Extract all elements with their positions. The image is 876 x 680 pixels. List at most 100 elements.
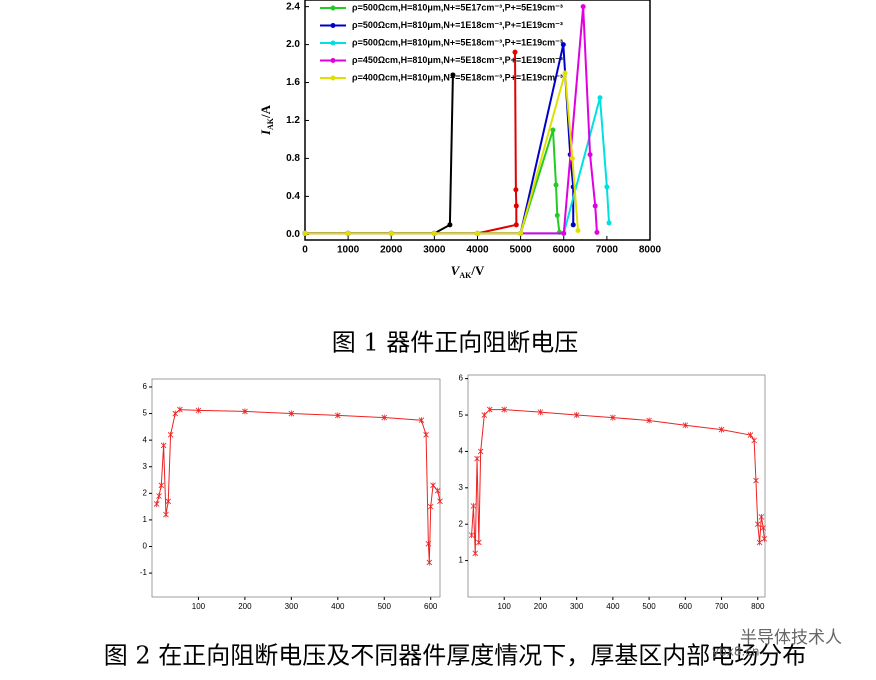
x-tick-label: 4000 [466, 245, 489, 256]
data-point [450, 72, 456, 78]
data-point [573, 412, 580, 419]
x-tick-label: 8000 [639, 245, 662, 256]
x-tick-label: 800 [751, 602, 765, 611]
x-tick-label: 600 [679, 602, 693, 611]
label-sub: AK [266, 117, 275, 130]
data-point [513, 222, 519, 228]
data-point [165, 498, 172, 505]
data-point [606, 220, 612, 226]
y-tick-label: 2.0 [286, 39, 300, 50]
y-tick-label: 0.8 [286, 153, 300, 164]
data-point [553, 182, 559, 188]
plot-frame [467, 374, 766, 598]
data-point [486, 406, 493, 413]
data-point [158, 482, 165, 489]
y-tick-label: 3 [459, 483, 464, 492]
figure-caption: 图 1 器件正向阻断电压 [332, 329, 579, 357]
data-point [474, 455, 480, 462]
x-tick-label: 500 [378, 602, 392, 611]
x-tick-label: 200 [238, 602, 252, 611]
y-tick-label: 4 [143, 435, 148, 444]
data-point [431, 230, 437, 236]
data-point [597, 95, 603, 101]
data-point [345, 230, 351, 236]
data-point [561, 230, 567, 236]
watermark: 半导体技术人 [740, 628, 842, 648]
y-tick-label: 1.2 [286, 115, 300, 126]
data-point [575, 228, 581, 234]
data-point [425, 540, 432, 547]
legend-marker [330, 23, 336, 28]
data-point [427, 503, 434, 510]
data-point [537, 409, 544, 416]
data-point [468, 532, 475, 539]
label-unit: /V [470, 263, 485, 278]
data-point [580, 4, 586, 10]
label-unit: /A [258, 104, 273, 119]
data-point [477, 448, 484, 455]
data-point [381, 414, 388, 421]
y-tick-label: 6 [459, 374, 464, 383]
data-point [592, 203, 598, 209]
data-point [195, 407, 202, 414]
plot-frame [304, 0, 651, 241]
y-tick-label: 4 [459, 447, 464, 456]
data-point [610, 414, 616, 421]
y-tick-label: 1 [143, 515, 148, 524]
data-point [753, 477, 759, 484]
data-point [569, 155, 575, 161]
data-point [335, 412, 341, 419]
series-line [305, 72, 579, 235]
legend-label: ρ=500Ωcm,H=810μm,N+=1E18cm⁻³,P+=1E19cm⁻³ [352, 20, 563, 30]
y-tick-label: 5 [143, 409, 148, 418]
watermark: ybx8.cn [712, 645, 759, 659]
data-point [594, 229, 600, 235]
data-point [682, 422, 689, 429]
x-tick-label: 500 [642, 602, 656, 611]
data-point [434, 487, 441, 494]
x-tick-label: 300 [570, 602, 584, 611]
data-point [163, 511, 169, 518]
data-point [758, 513, 765, 520]
y-tick-label: 1.6 [286, 77, 300, 88]
data-point [167, 431, 174, 438]
data-point [562, 70, 568, 76]
y-tick-label: 6 [143, 382, 148, 391]
data-point [512, 49, 518, 55]
legend-label: ρ=400Ωcm,H=810μm,N+=5E18cm⁻³,P+=1E19cm⁻³ [352, 72, 563, 82]
data-point [423, 431, 429, 438]
data-point [153, 500, 160, 507]
x-tick-label: 400 [606, 602, 620, 611]
y-tick-label: 1 [459, 556, 464, 565]
data-point [747, 432, 754, 439]
label-sub: AK [459, 271, 472, 280]
data-point [570, 222, 576, 228]
data-point [430, 482, 436, 489]
data-point [302, 230, 308, 236]
y-tick-label: 2 [143, 488, 148, 497]
data-point [604, 184, 610, 190]
data-point [447, 222, 453, 228]
data-point [288, 410, 295, 417]
data-point [518, 230, 524, 236]
y-axis-label: IAK/A [258, 104, 275, 136]
x-tick-label: 200 [534, 602, 548, 611]
data-point [437, 498, 443, 505]
data-point [472, 550, 479, 557]
y-tick-label: 0.0 [286, 229, 300, 240]
series-line [305, 97, 611, 235]
data-point [501, 406, 508, 413]
y-tick-label: 2.4 [286, 1, 300, 12]
data-point [760, 524, 766, 531]
x-tick-label: 600 [424, 602, 438, 611]
x-tick-label: 3000 [423, 245, 446, 256]
x-tick-label: 2000 [380, 245, 403, 256]
x-tick-label: 100 [192, 602, 206, 611]
data-point [418, 417, 425, 424]
data-point [751, 437, 757, 444]
data-point [756, 539, 763, 546]
legend-label: ρ=500Ωcm,H=810μm,N+=5E17cm⁻³,P+=5E19cm⁻³ [352, 2, 563, 12]
x-tick-label: 5000 [510, 245, 533, 256]
data-point [550, 127, 556, 133]
data-point [388, 230, 394, 236]
